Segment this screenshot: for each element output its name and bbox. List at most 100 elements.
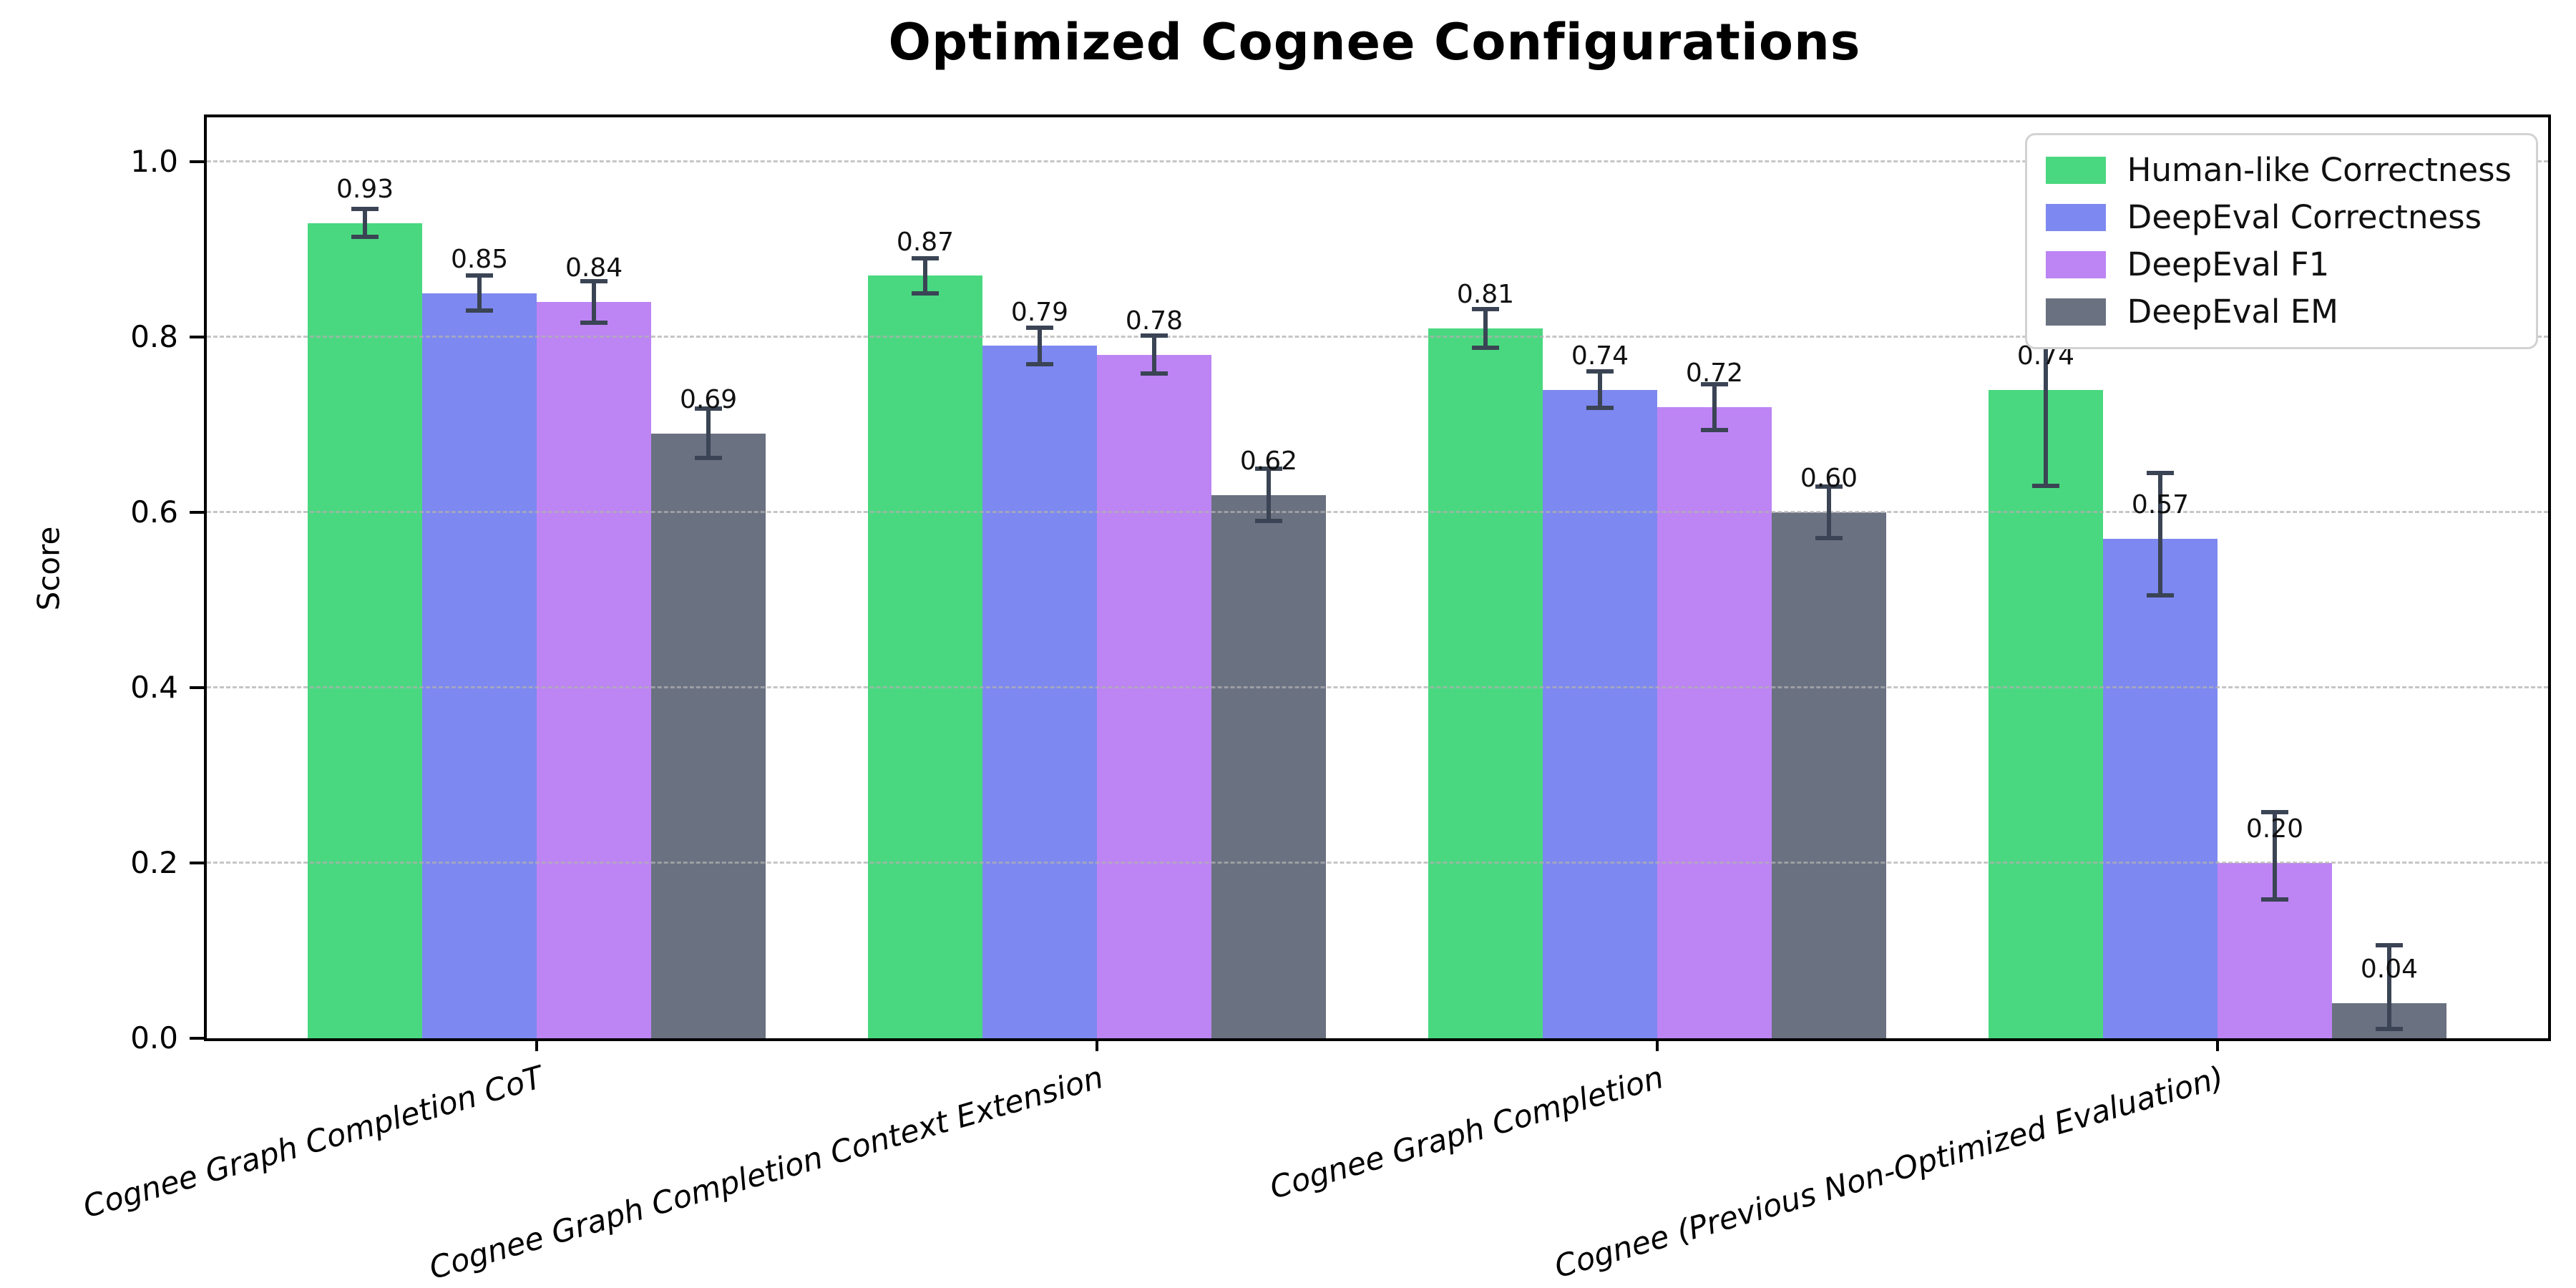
- error-bar-cap: [1026, 361, 1053, 366]
- error-bar-cap: [695, 456, 723, 461]
- y-tick-mark: [190, 686, 204, 689]
- gridline: [207, 160, 2548, 163]
- error-bar-cap: [2146, 593, 2174, 598]
- y-tick-mark: [190, 861, 204, 864]
- error-bar-cap: [1026, 325, 1053, 330]
- legend-swatch: [2045, 251, 2106, 278]
- bar: [1772, 512, 1886, 1038]
- legend-label: DeepEval EM: [2127, 293, 2338, 331]
- error-bar-cap: [912, 291, 939, 296]
- legend-item: DeepEval EM: [2045, 293, 2512, 331]
- error-bar-cap: [1255, 519, 1282, 524]
- bar-value-label: 0.72: [1685, 358, 1744, 389]
- error-bar: [1152, 335, 1156, 374]
- error-bar: [363, 209, 368, 238]
- x-tick-mark: [2215, 1038, 2219, 1051]
- legend-swatch: [2045, 204, 2106, 231]
- error-bar-cap: [466, 273, 494, 278]
- error-bar-cap: [580, 321, 608, 326]
- bar: [868, 275, 982, 1038]
- bar: [308, 223, 423, 1038]
- error-bar-cap: [2260, 809, 2288, 814]
- error-bar-cap: [351, 207, 379, 212]
- bar-value-label: 0.79: [1010, 297, 1069, 327]
- y-axis-label: Score: [31, 526, 67, 611]
- legend-item: DeepEval F1: [2045, 247, 2512, 283]
- y-tick-label: 1.0: [130, 143, 178, 179]
- error-bar: [1712, 384, 1717, 430]
- bar: [537, 302, 652, 1038]
- x-tick-mark: [1656, 1038, 1659, 1051]
- error-bar-cap: [1815, 484, 1843, 489]
- y-tick-mark: [190, 1037, 204, 1040]
- error-bar-cap: [2031, 484, 2059, 489]
- error-bar: [923, 258, 927, 293]
- annotations-layer: 0.93 0.85 0.84 0.69 0.87 0.79 0.78 0.62 0.81 0.74…: [207, 117, 2548, 1038]
- legend-item: Human-like Correctness: [2045, 151, 2512, 189]
- y-tick-label: 0.0: [130, 1020, 178, 1055]
- error-bar-cap: [1255, 466, 1282, 471]
- bar-value-label: 0.74: [1571, 341, 1629, 371]
- legend-item: DeepEval Correctness: [2045, 200, 2512, 235]
- gridline: [207, 511, 2548, 514]
- error-bar-cap: [1141, 333, 1168, 338]
- bar-value-label: 0.93: [336, 175, 394, 205]
- error-bar: [592, 280, 597, 323]
- error-bar-cap: [1701, 382, 1728, 387]
- bar-value-label: 0.60: [1800, 464, 1858, 494]
- chart-title: Optimized Cognee Configurations: [888, 13, 1861, 72]
- bars-layer: [207, 117, 2548, 1038]
- y-tick-label: 0.8: [130, 318, 178, 354]
- bar: [651, 433, 766, 1038]
- error-bar-cap: [1472, 306, 1499, 311]
- bar-value-label: 0.85: [450, 245, 509, 275]
- error-bar: [1827, 487, 1831, 538]
- bar: [1988, 389, 2103, 1038]
- legend: Human-like Correctness DeepEval Correctne…: [2024, 133, 2538, 349]
- y-tick-mark: [190, 335, 204, 338]
- error-bar-cap: [2146, 470, 2174, 475]
- bar: [1097, 354, 1211, 1038]
- grid-layer: [207, 117, 2548, 1038]
- error-bar-cap: [1141, 371, 1168, 376]
- bar: [982, 346, 1097, 1038]
- error-bar-cap: [1472, 345, 1499, 350]
- bar: [1543, 389, 1657, 1038]
- y-tick-label: 0.6: [130, 494, 178, 530]
- bar: [2102, 538, 2218, 1038]
- bar-value-label: 0.04: [2360, 955, 2419, 985]
- error-bar: [1483, 308, 1488, 348]
- legend-label: Human-like Correctness: [2127, 151, 2512, 189]
- bar-value-label: 0.62: [1239, 446, 1298, 476]
- error-bar: [2157, 472, 2162, 596]
- bar-value-label: 0.84: [565, 253, 623, 283]
- bar-value-label: 0.20: [2245, 814, 2304, 844]
- bar: [422, 293, 537, 1038]
- x-tick-mark: [1096, 1038, 1098, 1051]
- error-bar: [706, 409, 711, 459]
- gridline: [207, 862, 2548, 864]
- error-bar-cap: [2375, 943, 2403, 948]
- bar: [1428, 328, 1543, 1038]
- bar-value-label: 0.69: [679, 385, 738, 415]
- bar-value-label: 0.81: [1456, 280, 1515, 310]
- error-bar-cap: [1701, 427, 1728, 432]
- error-bar-cap: [1815, 535, 1843, 540]
- error-bar-cap: [580, 278, 608, 283]
- legend-swatch: [2045, 298, 2106, 326]
- error-bar: [2386, 945, 2391, 1029]
- bar-value-label: 0.57: [2131, 490, 2190, 520]
- gridline: [207, 336, 2548, 338]
- error-bar-cap: [695, 406, 723, 411]
- error-bar: [1038, 327, 1042, 364]
- x-tick-mark: [535, 1038, 539, 1051]
- gridline: [207, 686, 2548, 689]
- error-bar-cap: [2375, 1026, 2403, 1031]
- error-bar-cap: [2260, 897, 2288, 902]
- error-bar: [2043, 297, 2048, 487]
- error-bar-cap: [912, 255, 939, 260]
- y-tick-label: 0.2: [130, 844, 178, 880]
- legend-swatch: [2045, 157, 2106, 184]
- error-bar: [2272, 811, 2277, 900]
